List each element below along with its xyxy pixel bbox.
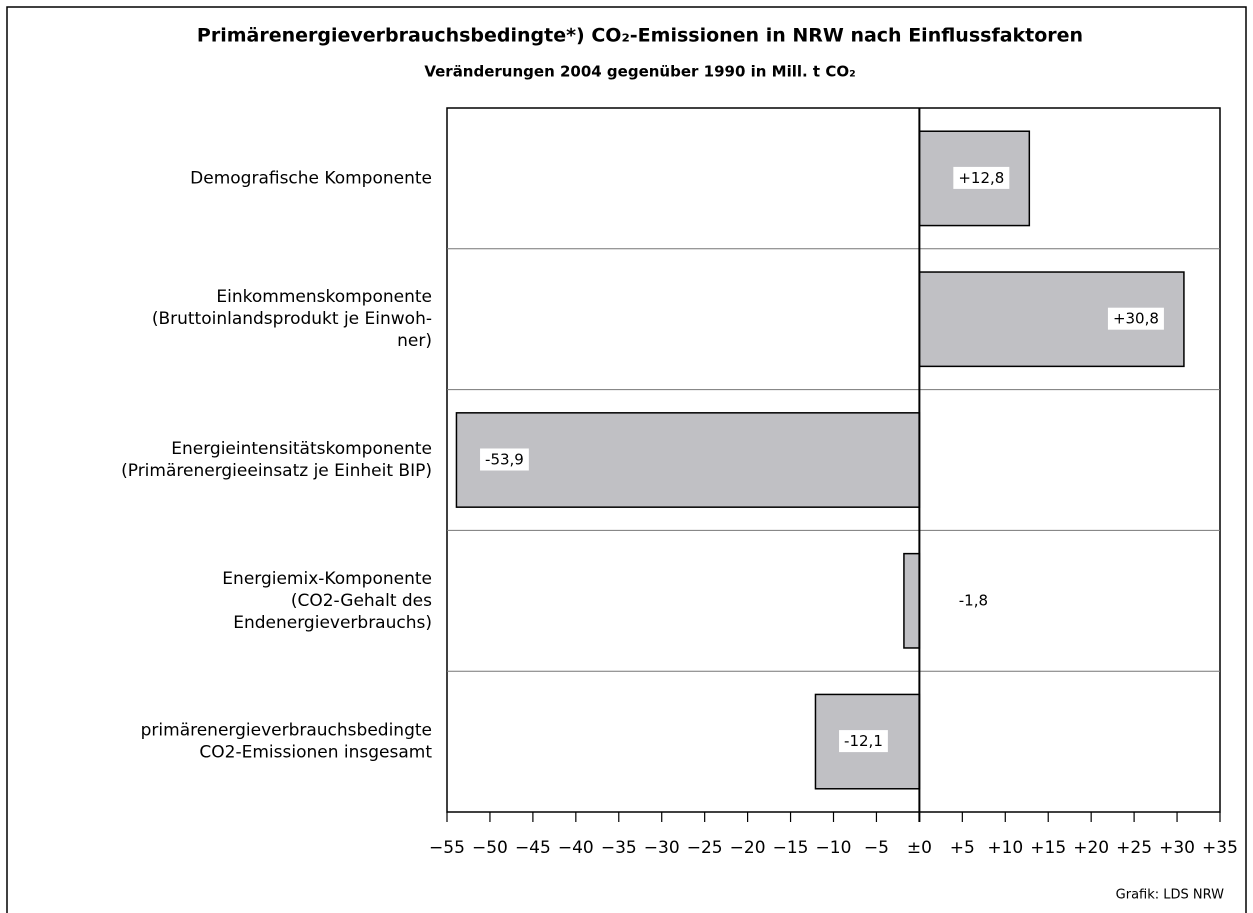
value-label-group: +30,8 — [1107, 307, 1164, 330]
category-label: primärenergieverbrauchsbedingte CO2-Emiss… — [141, 721, 433, 763]
category-label: Energieintensitätskomponente (Primärenerg… — [121, 439, 432, 481]
x-tick-label: +10 — [987, 838, 1023, 858]
category-label: Einkommenskomponente (Bruttoinlandsproduk… — [152, 287, 432, 351]
x-tick-label: −40 — [558, 838, 594, 858]
value-label: +12,8 — [958, 169, 1004, 187]
value-label-group: -12,1 — [839, 730, 888, 753]
category-label-line: (CO2-Gehalt des — [291, 591, 432, 611]
x-tick-label: −5 — [864, 838, 889, 858]
value-label-box — [839, 730, 888, 753]
x-tick-label: −20 — [730, 838, 766, 858]
value-label-box — [953, 166, 1010, 189]
frame — [6, 6, 1247, 913]
category-label: Demografische Komponente — [190, 168, 432, 188]
source-note: Grafik: LDS NRW — [1116, 888, 1224, 903]
category-label-line: (Bruttoinlandsprodukt je Einwoh- — [152, 309, 432, 329]
x-tick-label: −45 — [515, 838, 551, 858]
x-tick-label: −10 — [816, 838, 852, 858]
bar — [455, 412, 921, 508]
x-tick-label: −30 — [644, 838, 680, 858]
category-label-line: Endenergieverbrauchs) — [233, 613, 432, 633]
x-tick-label: −15 — [773, 838, 809, 858]
x-tick-label: −25 — [687, 838, 723, 858]
category-label-line: Einkommenskomponente — [216, 287, 432, 307]
value-label: -1,8 — [959, 591, 988, 609]
x-tick-label: +5 — [950, 838, 975, 858]
value-label-box — [1107, 307, 1164, 330]
chart-title: Primärenergieverbrauchsbedingte*) CO₂-Em… — [197, 25, 1083, 47]
category-label-line: ner) — [397, 331, 432, 351]
x-tick-label: −50 — [472, 838, 508, 858]
x-tick-label: −35 — [601, 838, 637, 858]
x-tick-label: +15 — [1030, 838, 1066, 858]
value-label: -53,9 — [485, 451, 524, 469]
x-tick-label: +20 — [1073, 838, 1109, 858]
x-tick-label: +30 — [1159, 838, 1195, 858]
value-label-group: -1,8 — [959, 591, 988, 609]
category-label-line: (Primärenergieeinsatz je Einheit BIP) — [121, 461, 432, 481]
category-label-line: CO2-Emissionen insgesamt — [199, 743, 432, 763]
value-label-group: +12,8 — [953, 166, 1010, 189]
x-tick-label: ±0 — [907, 838, 932, 858]
category-label-line: Energiemix-Komponente — [222, 569, 432, 589]
category-label-line: Demografische Komponente — [190, 168, 432, 188]
bar — [903, 552, 921, 649]
category-label-line: Energieintensitätskomponente — [171, 439, 432, 459]
x-tick-label: +35 — [1202, 838, 1238, 858]
x-tick-label: −55 — [429, 838, 465, 858]
value-label-group: -53,9 — [480, 448, 529, 471]
category-label: Energiemix-Komponente (CO2-Gehalt des Ende… — [222, 569, 432, 633]
value-label: -12,1 — [844, 732, 883, 750]
value-label: +30,8 — [1113, 310, 1159, 328]
chart-subtitle: Veränderungen 2004 gegenüber 1990 in Mil… — [424, 63, 855, 81]
value-label-box — [480, 448, 529, 471]
x-tick-label: +25 — [1116, 838, 1152, 858]
category-label-line: primärenergieverbrauchsbedingte — [141, 721, 432, 741]
